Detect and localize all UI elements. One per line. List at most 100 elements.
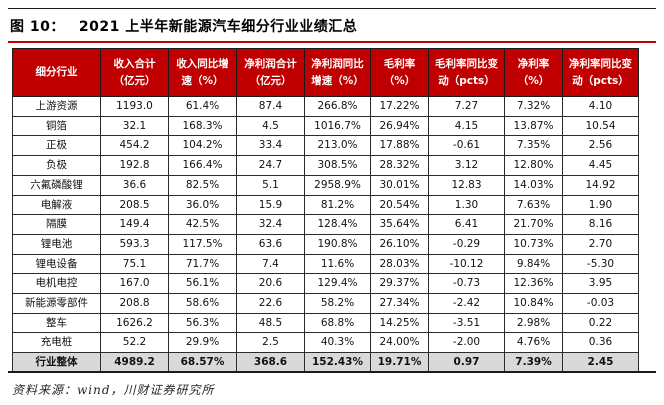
cell-value: 7.27 bbox=[428, 96, 505, 117]
cell-value: 166.4% bbox=[168, 155, 237, 176]
segment-name: 铜箔 bbox=[12, 115, 101, 137]
table-body: 上游资源 1193.0 61.4% 87.4 266.8% 17.22% 7.27 7.32%… bbox=[12, 96, 639, 373]
cell-value: 28.03% bbox=[370, 253, 429, 275]
cell-value: 29.9% bbox=[168, 332, 237, 354]
total-row: 行业整体 4989.2 68.57% 368.6 152.43% 19.71% 0.97 7.… bbox=[12, 352, 639, 373]
cell-value: 29.37% bbox=[370, 273, 429, 295]
cell-value: 12.36% bbox=[504, 273, 563, 295]
segment-name: 新能源零部件 bbox=[12, 293, 101, 314]
cell-value: 56.1% bbox=[168, 273, 237, 295]
table-row: 电机电控 167.0 56.1% 20.6 129.4% 29.37% -0.73 12.36… bbox=[12, 273, 639, 295]
cell-value: 454.2 bbox=[100, 135, 169, 157]
column-header: 净利润同比增速（%） bbox=[304, 48, 371, 97]
cell-value: 152.43% bbox=[304, 352, 371, 373]
table-row: 负极 192.8 166.4% 24.7 308.5% 28.32% 3.12 12.80% 4… bbox=[12, 155, 639, 176]
cell-value: 208.8 bbox=[100, 293, 169, 314]
cell-value: 40.3% bbox=[304, 332, 371, 354]
cell-value: 19.71% bbox=[370, 352, 429, 373]
cell-value: 0.22 bbox=[562, 312, 639, 334]
cell-value: 2958.9% bbox=[304, 174, 371, 196]
table-row: 锂电池 593.3 117.5% 63.6 190.8% 26.10% -0.29 10.73… bbox=[12, 233, 639, 255]
segment-name: 充电桩 bbox=[12, 332, 101, 354]
cell-value: 2.45 bbox=[562, 352, 639, 373]
cell-value: -5.30 bbox=[562, 253, 639, 275]
cell-value: 68.8% bbox=[304, 312, 371, 334]
figure-label: 图 10： bbox=[10, 19, 65, 35]
cell-value: 2.70 bbox=[562, 233, 639, 255]
cell-value: 87.4 bbox=[236, 96, 305, 117]
cell-value: 7.35% bbox=[504, 135, 563, 157]
cell-value: 3.12 bbox=[428, 155, 505, 176]
cell-value: 4989.2 bbox=[100, 352, 169, 373]
cell-value: 21.70% bbox=[504, 214, 563, 235]
cell-value: -10.12 bbox=[428, 253, 505, 275]
cell-value: 58.6% bbox=[168, 293, 237, 314]
segment-name: 六氟磷酸锂 bbox=[12, 174, 101, 196]
cell-value: 149.4 bbox=[100, 214, 169, 235]
cell-value: 5.1 bbox=[236, 174, 305, 196]
cell-value: -0.61 bbox=[428, 135, 505, 157]
cell-value: 10.54 bbox=[562, 115, 639, 137]
cell-value: 63.6 bbox=[236, 233, 305, 255]
cell-value: 128.4% bbox=[304, 214, 371, 235]
cell-value: 7.63% bbox=[504, 194, 563, 216]
cell-value: 13.87% bbox=[504, 115, 563, 137]
cell-value: 2.98% bbox=[504, 312, 563, 334]
table-row: 锂电设备 75.1 71.7% 7.4 11.6% 28.03% -10.12 9.84% -5… bbox=[12, 253, 639, 275]
cell-value: 61.4% bbox=[168, 96, 237, 117]
table-row: 上游资源 1193.0 61.4% 87.4 266.8% 17.22% 7.27 7.32%… bbox=[12, 96, 639, 117]
cell-value: 129.4% bbox=[304, 273, 371, 295]
table-row: 电解液 208.5 36.0% 15.9 81.2% 20.54% 1.30 7.63% 1.9… bbox=[12, 194, 639, 216]
cell-value: 12.83 bbox=[428, 174, 505, 196]
cell-value: 0.97 bbox=[428, 352, 505, 373]
table-row: 正极 454.2 104.2% 33.4 213.0% 17.88% -0.61 7.35% 2… bbox=[12, 135, 639, 157]
cell-value: 71.7% bbox=[168, 253, 237, 275]
column-header: 收入同比增速（%） bbox=[168, 48, 237, 97]
table-row: 整车 1626.2 56.3% 48.5 68.8% 14.25% -3.51 2.98% 0.… bbox=[12, 312, 639, 334]
column-header: 毛利率同比变动（pcts） bbox=[428, 48, 505, 97]
cell-value: -0.29 bbox=[428, 233, 505, 255]
cell-value: 15.9 bbox=[236, 194, 305, 216]
column-header: 净利润合计（亿元） bbox=[236, 48, 305, 97]
table-row: 铜箔 32.1 168.3% 4.5 1016.7% 26.94% 4.15 13.87% 10… bbox=[12, 115, 639, 137]
column-header: 净利率同比变动（pcts） bbox=[562, 48, 639, 97]
cell-value: -3.51 bbox=[428, 312, 505, 334]
cell-value: -2.42 bbox=[428, 293, 505, 314]
cell-value: 10.73% bbox=[504, 233, 563, 255]
cell-value: 26.94% bbox=[370, 115, 429, 137]
cell-value: 52.2 bbox=[100, 332, 169, 354]
segment-name: 电机电控 bbox=[12, 273, 101, 295]
cell-value: 2.5 bbox=[236, 332, 305, 354]
cell-value: 4.45 bbox=[562, 155, 639, 176]
column-header: 收入合计（亿元） bbox=[100, 48, 169, 97]
cell-value: 1.90 bbox=[562, 194, 639, 216]
column-header: 毛利率（%） bbox=[370, 48, 429, 97]
cell-value: 82.5% bbox=[168, 174, 237, 196]
title-underline bbox=[8, 41, 656, 43]
cell-value: -2.00 bbox=[428, 332, 505, 354]
cell-value: -0.03 bbox=[562, 293, 639, 314]
cell-value: 35.64% bbox=[370, 214, 429, 235]
table-row: 充电桩 52.2 29.9% 2.5 40.3% 24.00% -2.00 4.76% 0.36 bbox=[12, 332, 639, 354]
cell-value: 192.8 bbox=[100, 155, 169, 176]
column-header: 细分行业 bbox=[12, 48, 101, 97]
cell-value: 81.2% bbox=[304, 194, 371, 216]
cell-value: 20.6 bbox=[236, 273, 305, 295]
header-row: 细分行业 收入合计（亿元） 收入同比增速（%） 净利润合计（亿元） 净利润同比增速（%）… bbox=[12, 48, 639, 97]
cell-value: 2.56 bbox=[562, 135, 639, 157]
segment-name: 隔膜 bbox=[12, 214, 101, 235]
cell-value: 10.84% bbox=[504, 293, 563, 314]
bottom-divider bbox=[8, 371, 656, 373]
cell-value: 36.0% bbox=[168, 194, 237, 216]
cell-value: 208.5 bbox=[100, 194, 169, 216]
cell-value: 7.39% bbox=[504, 352, 563, 373]
cell-value: 14.25% bbox=[370, 312, 429, 334]
cell-value: 20.54% bbox=[370, 194, 429, 216]
segment-name: 锂电池 bbox=[12, 233, 101, 255]
segment-name: 正极 bbox=[12, 135, 101, 157]
cell-value: 75.1 bbox=[100, 253, 169, 275]
cell-value: 24.7 bbox=[236, 155, 305, 176]
cell-value: 26.10% bbox=[370, 233, 429, 255]
cell-value: 4.10 bbox=[562, 96, 639, 117]
